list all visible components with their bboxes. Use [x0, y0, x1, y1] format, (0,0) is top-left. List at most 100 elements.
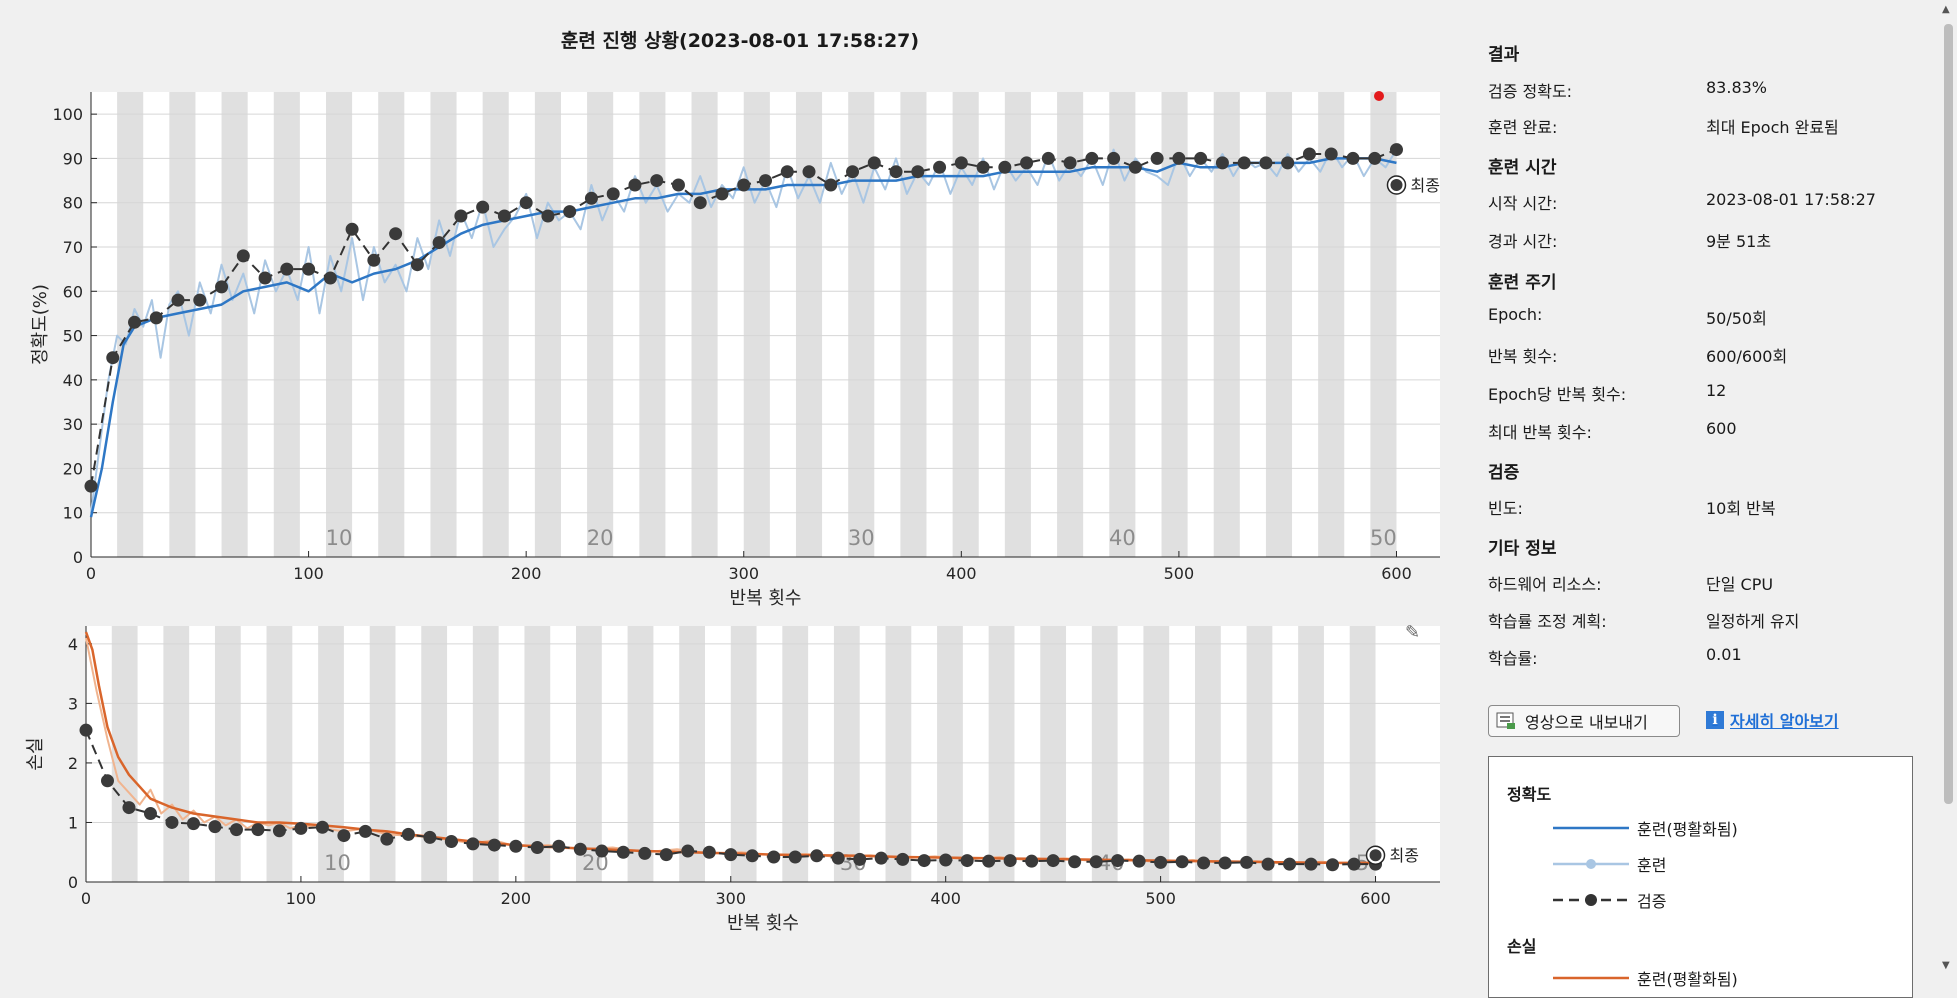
- legend-label: 훈련(평활화됨): [1637, 820, 1738, 839]
- scroll-thumb[interactable]: [1944, 24, 1953, 804]
- info-panel: 결과 검증 정확도: 83.83% 훈련 완료: 최대 Epoch 완료됨 훈련 시간 시작…: [1478, 0, 1938, 998]
- section-heading: 훈련 시간: [1488, 158, 1557, 178]
- legend-label: 검증: [1637, 892, 1667, 911]
- x-tick-label: 400: [930, 889, 961, 908]
- info-label: Epoch:: [1488, 305, 1543, 324]
- validation-point: [401, 827, 415, 841]
- epoch-band: [937, 626, 963, 882]
- validation-point: [79, 723, 93, 737]
- epoch-band: [1143, 626, 1170, 882]
- legend-item: 훈련: [1551, 853, 1666, 875]
- epoch-band: [576, 626, 602, 882]
- validation-point: [1261, 857, 1275, 871]
- validation-point: [1041, 151, 1055, 165]
- x-tick-label: 300: [715, 889, 746, 908]
- export-video-button[interactable]: 영상으로 내보내기: [1488, 705, 1680, 737]
- info-label: 최대 반복 횟수:: [1488, 423, 1592, 442]
- validation-point: [215, 280, 229, 294]
- info-label: 시작 시간:: [1488, 194, 1558, 213]
- validation-point: [1150, 151, 1164, 165]
- validation-point: [831, 851, 845, 865]
- info-label: 검증 정확도:: [1488, 82, 1573, 101]
- info-value: 10회 반복: [1706, 499, 1776, 518]
- validation-point: [595, 844, 609, 858]
- y-tick-label: 4: [68, 635, 78, 654]
- validation-point: [251, 823, 265, 837]
- learn-more-link[interactable]: i 자세히 알아보기: [1706, 708, 1839, 732]
- epoch-band: [378, 92, 405, 557]
- learn-more-label: 자세히 알아보기: [1730, 712, 1839, 731]
- x-axis-label: 반복 횟수: [727, 913, 799, 934]
- validation-point: [466, 837, 480, 851]
- edit-plot-icon[interactable]: ✎: [1405, 622, 1421, 643]
- validation-point: [444, 835, 458, 849]
- validation-point: [1194, 151, 1208, 165]
- scroll-up-icon[interactable]: ▲: [1942, 4, 1950, 15]
- validation-point: [1389, 143, 1403, 157]
- validation-point: [509, 839, 523, 853]
- x-tick-label: 400: [946, 564, 977, 583]
- x-tick-label: 500: [1164, 564, 1195, 583]
- validation-point: [767, 850, 781, 864]
- info-value: 600/600회: [1706, 347, 1788, 366]
- legend-label: 훈련(평활화됨): [1637, 970, 1738, 989]
- info-value: 단일 CPU: [1706, 575, 1774, 594]
- accuracy-chart: 0 100 200 300 400 500 600 0 10 20 30 40 50 60 70 80 90 10…: [30, 91, 1440, 609]
- validation-point: [1283, 857, 1297, 871]
- epoch-band: [952, 92, 979, 557]
- legend-item: 훈련(평활화됨): [1551, 967, 1738, 989]
- validation-point: [933, 160, 947, 174]
- epoch-label: 10: [326, 526, 353, 550]
- validation-point: [745, 849, 759, 863]
- validation-point: [358, 824, 372, 838]
- y-tick-label: 80: [63, 194, 83, 213]
- validation-point: [1218, 856, 1232, 870]
- legend-item: 검증: [1551, 889, 1666, 911]
- scroll-down-icon[interactable]: ▼: [1942, 960, 1950, 971]
- epoch-band: [900, 92, 927, 557]
- info-value: 0.01: [1706, 645, 1742, 664]
- epoch-band: [833, 626, 860, 882]
- validation-point: [715, 187, 729, 201]
- y-tick-label: 60: [63, 282, 83, 301]
- epoch-band: [221, 92, 248, 557]
- validation-point: [552, 839, 566, 853]
- validation-point: [345, 222, 359, 236]
- epoch-band: [430, 92, 457, 557]
- epoch-band: [691, 92, 718, 557]
- vertical-scrollbar[interactable]: ▲ ▼: [1938, 0, 1957, 977]
- info-value: 600: [1706, 419, 1737, 438]
- validation-point: [563, 205, 577, 219]
- validation-point: [724, 848, 738, 862]
- validation-point: [1368, 151, 1382, 165]
- info-icon: i: [1706, 711, 1724, 729]
- validation-point: [1025, 854, 1039, 868]
- y-tick-label: 40: [63, 371, 83, 390]
- epoch-band: [730, 626, 757, 882]
- validation-point: [650, 174, 664, 188]
- validation-point: [896, 852, 910, 866]
- x-tick-label: 100: [286, 889, 317, 908]
- validation-point: [1132, 854, 1146, 868]
- validation-point: [454, 209, 468, 223]
- validation-point: [628, 178, 642, 192]
- y-tick-label: 30: [63, 415, 83, 434]
- validation-point: [1324, 147, 1338, 161]
- validation-point: [1046, 854, 1060, 868]
- info-label: 학습률:: [1488, 649, 1538, 668]
- epoch-band: [534, 92, 561, 557]
- validation-point: [584, 191, 598, 205]
- validation-point: [810, 849, 824, 863]
- validation-point: [911, 165, 925, 179]
- y-tick-label: 70: [63, 238, 83, 257]
- epoch-band: [524, 626, 551, 882]
- validation-point: [1068, 855, 1082, 869]
- validation-point: [780, 165, 794, 179]
- validation-point: [541, 209, 555, 223]
- info-value: 9분 51초: [1706, 232, 1772, 251]
- validation-point: [954, 156, 968, 170]
- info-label: 하드웨어 리소스:: [1488, 575, 1602, 594]
- y-tick-label: 0: [73, 548, 83, 567]
- epoch-band: [325, 92, 353, 557]
- epoch-label: 10: [324, 851, 351, 875]
